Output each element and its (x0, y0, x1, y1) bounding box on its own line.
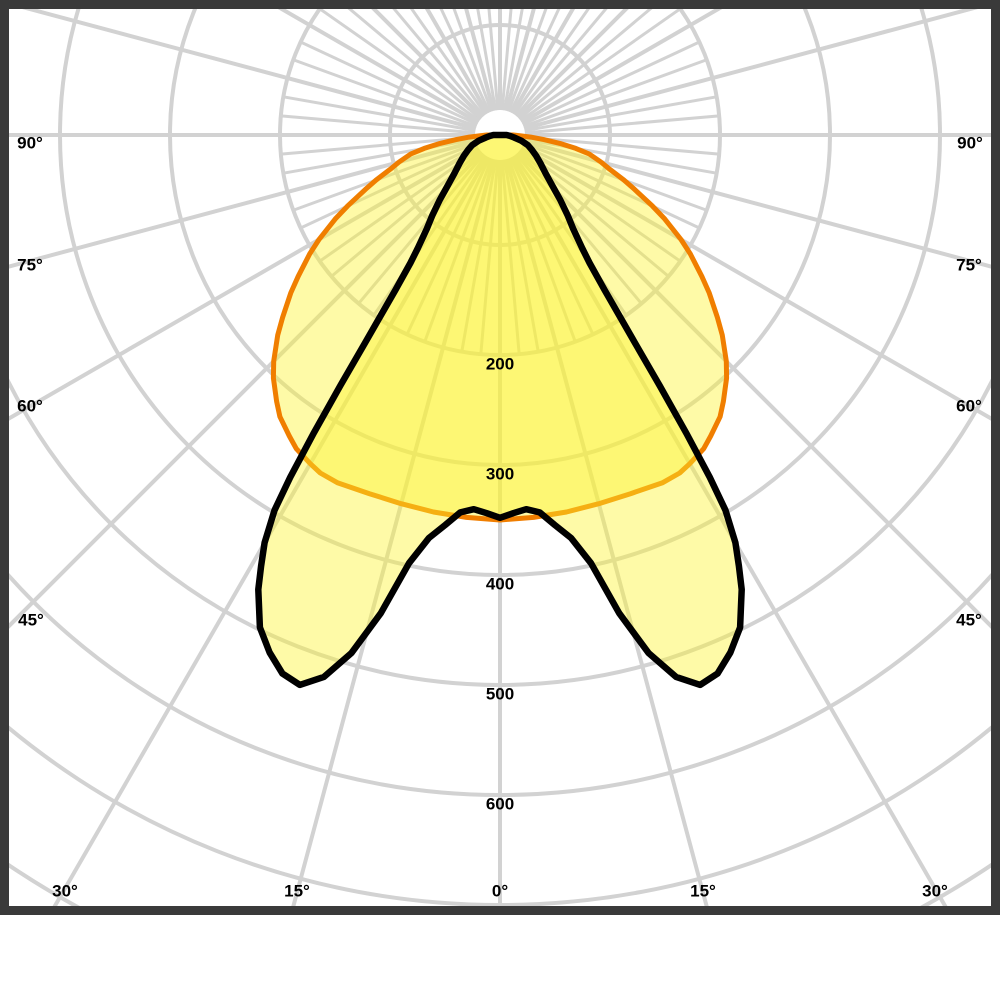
angle-label-right: 60° (956, 396, 982, 416)
polar-spoke (392, 9, 486, 117)
polar-spoke (522, 40, 701, 126)
polar-spoke (292, 58, 478, 128)
angle-label-left: 75° (17, 255, 43, 275)
polar-spoke (524, 135, 720, 156)
polar-spoke (509, 157, 595, 336)
polar-spoke (371, 9, 484, 119)
radial-tick-label: 300 (485, 464, 515, 484)
radial-tick-label: 600 (485, 794, 515, 814)
polar-spoke (522, 58, 708, 128)
polar-spoke (507, 157, 577, 343)
angle-label-right: 90° (957, 133, 983, 153)
polar-spoke (280, 114, 476, 135)
polar-spoke (409, 9, 487, 116)
polar-spoke (476, 9, 498, 111)
polar-spoke (299, 144, 478, 230)
radial-tick-label: 200 (485, 354, 515, 374)
polar-spoke (280, 135, 476, 156)
polar-spoke (357, 153, 486, 305)
chart-footer: cd/klm η = 100 % C0/C180 C90/C270 (0, 915, 1000, 1000)
polar-spoke (487, 9, 500, 111)
polar-spoke (439, 9, 491, 113)
polar-spoke (514, 9, 608, 117)
polar-spoke (502, 159, 540, 352)
polar-spoke (277, 9, 480, 125)
angle-label-bottom: 30° (52, 881, 78, 901)
angle-label-left: 60° (17, 396, 43, 416)
polar-spoke (405, 157, 491, 336)
polar-spoke (522, 142, 708, 212)
polar-spoke (524, 114, 720, 135)
polar-spoke (509, 9, 561, 113)
polar-spoke (502, 9, 524, 111)
polar-spoke (513, 9, 591, 116)
polar-spoke (519, 148, 682, 263)
angle-label-right: 45° (956, 610, 982, 630)
polar-spoke (460, 159, 498, 352)
polar-spoke (524, 95, 717, 133)
angle-label-bottom: 30° (922, 881, 948, 901)
angle-label-left: 90° (17, 133, 43, 153)
polar-spoke (522, 144, 701, 230)
polar-spoke (299, 40, 478, 126)
curve-c90c270 (255, 131, 745, 689)
polar-spoke (504, 158, 709, 906)
angle-label-bottom: 15° (690, 881, 716, 901)
polar-spoke (347, 9, 482, 121)
polar-spoke (516, 151, 991, 629)
polar-spoke (52, 155, 490, 906)
polar-spoke (291, 158, 496, 906)
polar-spoke (518, 9, 653, 121)
polar-spoke (523, 9, 978, 131)
polar-spoke (507, 9, 548, 113)
polar-spoke (423, 157, 493, 343)
polar-spoke (452, 9, 493, 113)
angle-label-bottom: 15° (284, 881, 310, 901)
polar-spoke (292, 142, 478, 212)
polar-spoke (513, 154, 628, 317)
polar-spoke (500, 9, 513, 111)
polar-spoke (372, 154, 487, 317)
polar-spoke (516, 9, 629, 119)
polar-spoke (510, 155, 948, 906)
polar-spoke (523, 139, 991, 269)
radial-tick-label: 500 (485, 684, 515, 704)
polar-chart-canvas (9, 9, 991, 906)
angle-label-left: 45° (18, 610, 44, 630)
polar-spoke (318, 148, 481, 263)
polar-spoke (500, 159, 521, 355)
polar-spoke (9, 151, 484, 629)
polar-spoke (318, 9, 481, 122)
polar-spoke (283, 95, 476, 133)
polar-spoke (514, 153, 643, 305)
polar-spoke (479, 159, 500, 355)
curve-c0c180 (270, 132, 730, 523)
polar-spoke (9, 139, 477, 269)
polar-spoke (519, 9, 682, 122)
polar-spoke (520, 9, 723, 125)
polar-spoke (22, 9, 477, 131)
angle-label-bottom: 0° (491, 881, 509, 901)
radial-tick-label: 400 (485, 574, 515, 594)
angle-label-right: 75° (956, 255, 982, 275)
